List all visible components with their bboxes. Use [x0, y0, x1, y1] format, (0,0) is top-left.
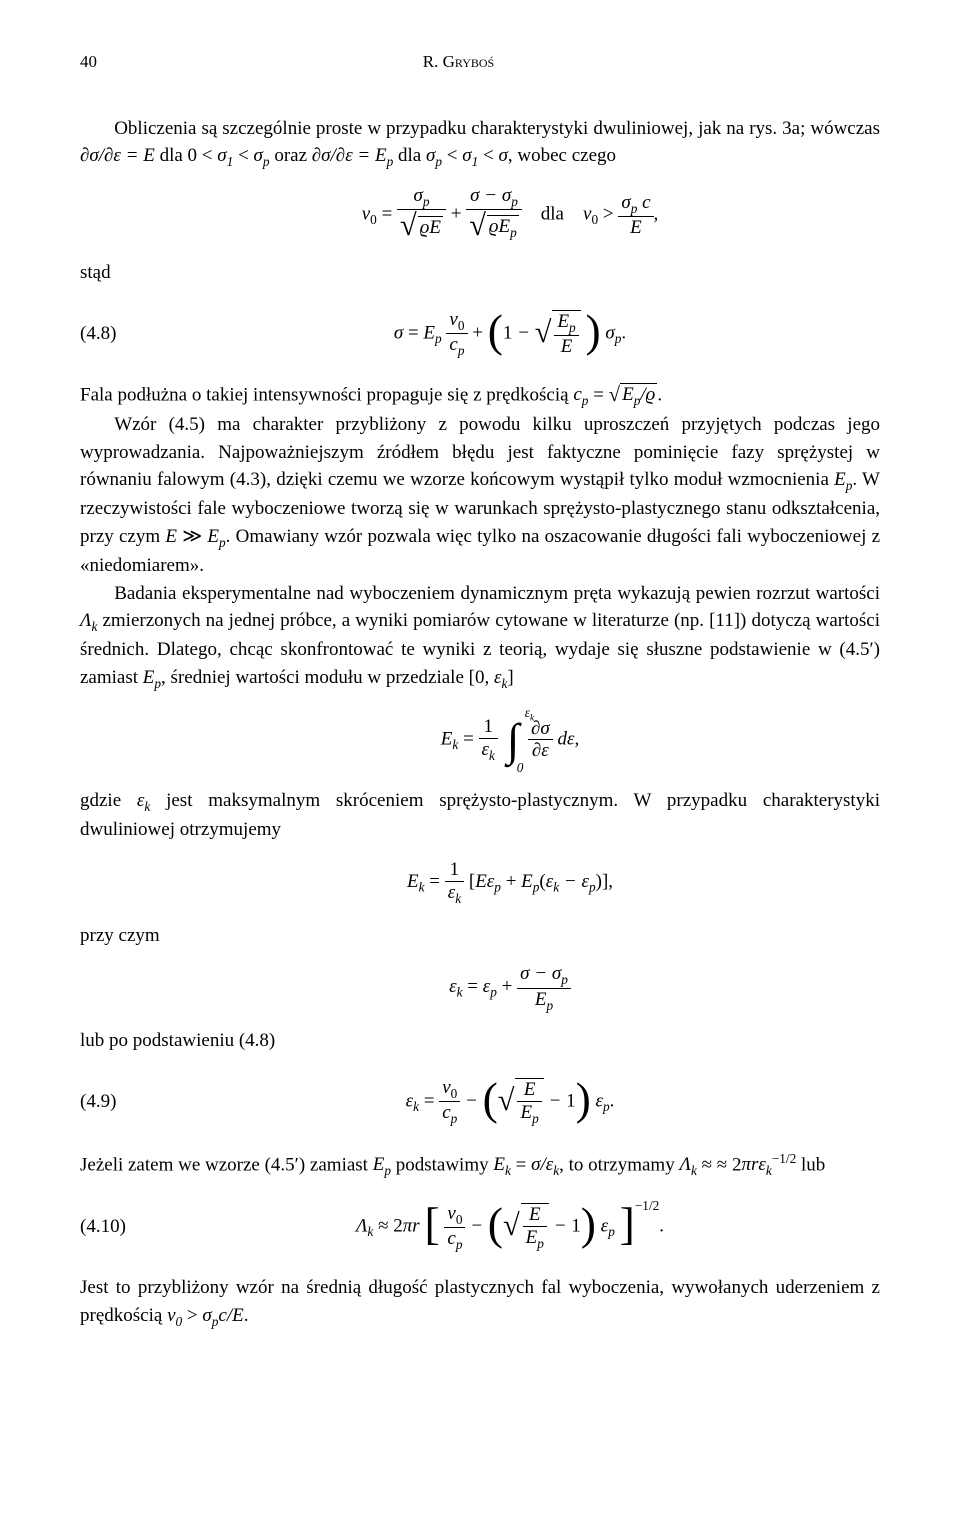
text: jest maksymalnym skróceniem sprężysto-pl…: [80, 790, 880, 840]
text: podstawimy: [391, 1154, 493, 1175]
equation-4-8: (4.8) σ = Ep v0cp + (1 − √EpE ) σp.: [80, 301, 880, 367]
text-lub-po: lub po podstawieniu (4.8): [80, 1027, 880, 1055]
equation-label: (4.10): [80, 1213, 140, 1241]
text: , wobec czego: [508, 145, 616, 166]
equation-label: (4.9): [80, 1088, 140, 1116]
equation-4-9: (4.9) εk = v0cp − (√EEp − 1) εp.: [80, 1069, 880, 1135]
text-stad: stąd: [80, 259, 880, 287]
equation-v0: v0 = σp√ϱE + σ − σp√ϱEp dla v0 > σp cE,: [80, 185, 880, 245]
paragraph-6: Jeżeli zatem we wzorze (4.5′) zamiast Ep…: [80, 1149, 880, 1180]
text: Jest to przybliżony wzór na średnią dług…: [80, 1277, 880, 1326]
text: lub: [796, 1154, 825, 1175]
equation-Ek-bilinear: Ek = 1εk [Eεp + Ep(εk − εp)],: [80, 858, 880, 908]
page: 40 R. Gryboś Obliczenia są szczególnie p…: [0, 0, 960, 1517]
paragraph-1: Obliczenia są szczególnie proste w przyp…: [80, 115, 880, 172]
paragraph-3: Wzór (4.5) ma charakter przybliżony z po…: [80, 411, 880, 579]
text: oraz: [270, 145, 312, 166]
text: gdzie: [80, 790, 137, 811]
text: Badania eksperymentalne nad wyboczeniem …: [114, 583, 880, 604]
text: . Omawiany wzór pozwala więc tylko na os…: [80, 526, 880, 576]
paragraph-4: Badania eksperymentalne nad wyboczeniem …: [80, 580, 880, 693]
text: Fala podłużna o takiej intensywności pro…: [80, 384, 573, 405]
text: .: [657, 384, 662, 405]
text: ]: [507, 667, 513, 688]
text: Obliczenia są szczególnie proste w przyp…: [114, 118, 880, 139]
text: Jeżeli zatem we wzorze (4.5′) zamiast: [80, 1154, 373, 1175]
equation-label: (4.8): [80, 320, 140, 348]
text: , to otrzymamy: [559, 1154, 679, 1175]
paragraph-2: Fala podłużna o takiej intensywności pro…: [80, 381, 880, 411]
paragraph-5: gdzie εk jest maksymalnym skróceniem spr…: [80, 787, 880, 844]
equation-epsk: εk = εp + σ − σpEp: [80, 963, 880, 1013]
author-name: R. Gryboś: [67, 50, 850, 75]
text: , średniej wartości modułu w przedziale …: [161, 667, 494, 688]
page-header: 40 R. Gryboś: [80, 50, 880, 75]
equation-Ek-integral: Ek = 1εk εk∫0 ∂σ∂ε dε,: [80, 707, 880, 773]
text-przy-czym: przy czym: [80, 922, 880, 950]
text: Wzór (4.5) ma charakter przybliżony z po…: [80, 414, 880, 490]
equation-4-10: (4.10) Λk ≈ 2πr [ v0cp − (√EEp − 1) εp ]…: [80, 1194, 880, 1260]
paragraph-7: Jest to przybliżony wzór na średnią dług…: [80, 1274, 880, 1331]
text: .: [244, 1305, 249, 1326]
